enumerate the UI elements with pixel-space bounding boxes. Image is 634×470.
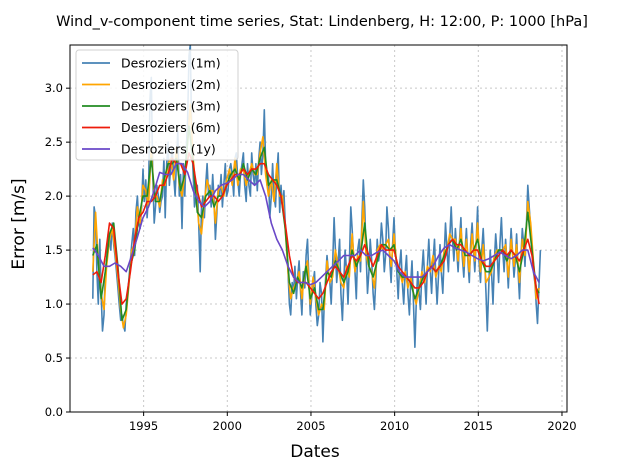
series-line-3 [92, 152, 540, 305]
plot-frame [69, 44, 568, 413]
legend-label: Desroziers (2m) [121, 77, 221, 92]
x-tick-label: 2000 [213, 419, 242, 433]
chart-title: Wind_v-component time series, Stat: Lind… [56, 14, 588, 30]
y-tick-label: 0.0 [45, 405, 63, 419]
x-tick-label: 1995 [129, 419, 158, 433]
y-tick-label: 0.5 [45, 351, 63, 365]
legend-label: Desroziers (1m) [121, 56, 221, 71]
x-axis-label: Dates [290, 442, 340, 462]
y-tick-label: 2.5 [45, 135, 63, 149]
series-line-2 [92, 125, 540, 322]
x-tick-label: 2005 [296, 419, 325, 433]
legend: Desroziers (1m) Desroziers (2m) Desroziers… [75, 49, 239, 161]
x-tick-label: 2020 [547, 419, 576, 433]
y-tick-label: 1.5 [45, 243, 63, 257]
legend-box [75, 49, 239, 161]
y-tick-label: 3.0 [45, 81, 63, 95]
axes: 1995 2000 2005 2010 2015 2020 0.0 0.5 1.0 1.5 2.0 2… [45, 81, 577, 433]
x-tick-label: 2015 [464, 419, 493, 433]
y-tick-label: 1.0 [45, 297, 63, 311]
x-tick-label: 2010 [380, 419, 409, 433]
y-tick-label: 2.0 [45, 189, 63, 203]
series-line-4 [92, 162, 540, 286]
y-axis-label: Error [m/s] [9, 178, 29, 269]
legend-label: Desroziers (6m) [121, 120, 221, 135]
legend-label: Desroziers (1y) [121, 142, 216, 157]
legend-label: Desroziers (3m) [121, 99, 221, 114]
